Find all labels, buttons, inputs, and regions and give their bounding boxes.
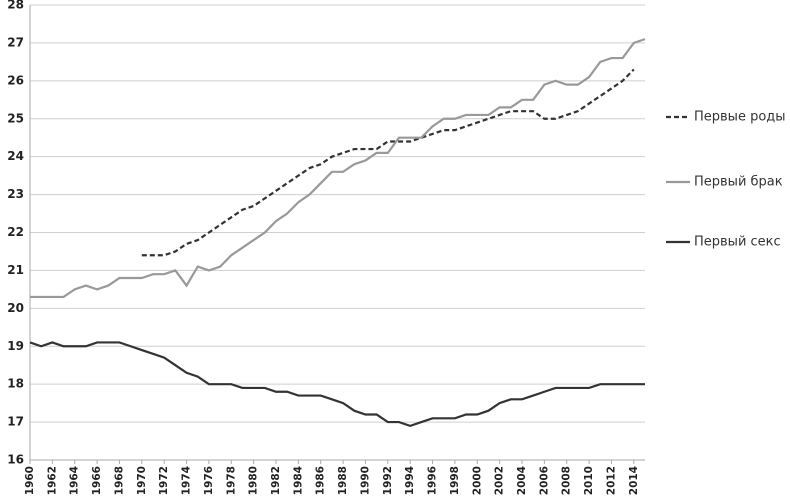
y-tick-label: 16 bbox=[7, 453, 24, 467]
x-tick-label: 2006 bbox=[538, 466, 550, 495]
legend-label: Первый секс bbox=[694, 235, 781, 250]
y-tick-label: 25 bbox=[7, 111, 24, 125]
x-tick-label: 1994 bbox=[404, 466, 416, 495]
x-tick-label: 1990 bbox=[359, 466, 371, 495]
x-tick-label: 1980 bbox=[248, 466, 260, 495]
y-tick-label: 18 bbox=[7, 377, 24, 391]
x-tick-label: 2014 bbox=[628, 466, 640, 495]
x-tick-label: 2010 bbox=[583, 466, 595, 495]
x-tick-label: 1992 bbox=[382, 466, 394, 495]
x-tick-label: 1970 bbox=[136, 466, 148, 495]
x-tick-label: 2002 bbox=[494, 466, 506, 495]
x-tick-label: 2008 bbox=[561, 466, 573, 495]
x-tick-label: 2000 bbox=[471, 466, 483, 495]
x-tick-label: 1966 bbox=[91, 466, 103, 495]
y-tick-label: 24 bbox=[7, 149, 24, 163]
x-tick-label: 1982 bbox=[270, 466, 282, 495]
x-tick-label: 1998 bbox=[449, 466, 461, 495]
y-tick-label: 26 bbox=[7, 73, 24, 87]
x-tick-label: 1986 bbox=[315, 466, 327, 495]
x-tick-label: 1976 bbox=[203, 466, 215, 495]
y-tick-label: 23 bbox=[7, 187, 24, 201]
x-tick-label: 1974 bbox=[181, 466, 193, 495]
x-tick-label: 1972 bbox=[158, 466, 170, 495]
y-tick-label: 20 bbox=[7, 301, 24, 315]
series-line bbox=[141, 68, 635, 257]
legend-label: Первые роды bbox=[694, 110, 786, 125]
x-tick-label: 1962 bbox=[46, 466, 58, 495]
y-tick-label: 27 bbox=[7, 35, 24, 49]
legend-label: Первый брак bbox=[694, 175, 783, 190]
y-tick-label: 21 bbox=[7, 263, 24, 277]
y-tick-label: 17 bbox=[7, 415, 24, 429]
x-tick-label: 1978 bbox=[225, 466, 237, 495]
y-tick-label: 28 bbox=[7, 0, 24, 12]
x-tick-label: 1964 bbox=[69, 466, 81, 495]
x-tick-label: 1988 bbox=[337, 466, 349, 495]
x-tick-label: 2004 bbox=[516, 466, 528, 495]
x-tick-label: 1996 bbox=[427, 466, 439, 495]
x-tick-label: 1968 bbox=[113, 466, 125, 495]
series-line bbox=[29, 341, 645, 428]
y-tick-label: 22 bbox=[7, 225, 24, 239]
x-tick-label: 1984 bbox=[292, 466, 304, 495]
series-line bbox=[30, 38, 646, 299]
y-tick-label: 19 bbox=[7, 339, 24, 353]
x-tick-label: 2012 bbox=[605, 466, 617, 495]
x-tick-label: 1960 bbox=[24, 466, 36, 495]
